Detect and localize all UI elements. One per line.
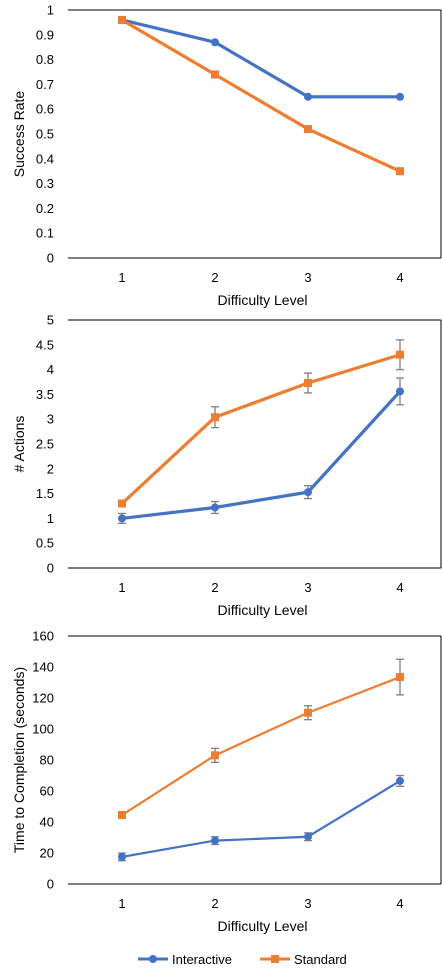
data-point-standard <box>118 811 126 820</box>
y-tick-label: 5 <box>47 313 54 328</box>
y-tick-label: 0.5 <box>36 127 54 142</box>
y-tick-label: 0.2 <box>36 201 54 216</box>
x-tick-label: 2 <box>211 270 218 285</box>
x-axis-label: Difficulty Level <box>217 918 307 934</box>
y-tick-label: 0.6 <box>36 102 54 117</box>
y-tick-label: 0 <box>47 877 54 892</box>
data-point-interactive <box>118 852 126 861</box>
y-tick-label: 3.5 <box>36 387 54 402</box>
x-axis-label: Difficulty Level <box>217 602 307 618</box>
series-interactive <box>118 774 404 862</box>
data-point-interactive <box>304 832 312 841</box>
y-axis-label: # Actions <box>11 416 27 473</box>
series-standard <box>118 658 404 820</box>
y-tick-label: 0.9 <box>36 27 54 42</box>
x-tick-label: 1 <box>118 270 125 285</box>
y-tick-label: 0.1 <box>36 226 54 241</box>
chart-1: 0 0.1 0.2 0.3 0.4 0.5 0.6 0.7 0.8 0.9 1 1 2 3 4 Difficu… <box>11 3 442 308</box>
x-tick-label: 4 <box>396 270 403 285</box>
y-tick-label: 160 <box>32 629 54 644</box>
data-point-interactive <box>304 92 312 101</box>
data-point-standard <box>396 673 404 682</box>
y-axis-label: Time to Completion (seconds) <box>11 667 27 853</box>
y-tick-label: 1 <box>47 511 54 526</box>
y-tick-label: 0.4 <box>36 151 54 166</box>
legend-interactive-label: Interactive <box>172 952 232 967</box>
y-tick-label: 2 <box>47 461 54 476</box>
data-point-standard <box>304 378 312 387</box>
y-tick-label: 4.5 <box>36 337 54 352</box>
y-tick-label: 1 <box>47 3 54 18</box>
x-tick-label: 4 <box>396 896 403 911</box>
charts: 0 0.1 0.2 0.3 0.4 0.5 0.6 0.7 0.8 0.9 1 1 2 3 4 Difficu… <box>11 3 442 934</box>
chart-2: 0 0.5 1 1.5 2 2.5 3 3.5 4 4.5 5 1 2 3 4 Difficulty Leve… <box>11 313 442 618</box>
y-tick-label: 3 <box>47 412 54 427</box>
series-line-interactive <box>120 389 402 521</box>
data-point-standard <box>211 751 219 760</box>
x-axis-label: Difficulty Level <box>217 292 307 308</box>
y-axis-label: Success Rate <box>11 91 27 178</box>
y-tick-label: 0 <box>47 251 54 266</box>
series-line-standard <box>120 18 402 173</box>
data-point-interactive <box>211 38 219 47</box>
y-tick-label: 0.8 <box>36 52 54 67</box>
legend-standard-marker <box>271 955 279 963</box>
x-tick-label: 2 <box>211 580 218 595</box>
series-standard <box>118 15 404 176</box>
y-tick-label: 140 <box>32 660 54 675</box>
data-point-interactive <box>396 92 404 101</box>
y-tick-label: 20 <box>40 846 54 861</box>
series-line-interactive <box>120 18 402 99</box>
y-tick-label: 100 <box>32 722 54 737</box>
y-tick-label: 0 <box>47 561 54 576</box>
data-point-interactive <box>118 514 126 523</box>
y-tick-label: 1.5 <box>36 486 54 501</box>
y-tick-label: 0.7 <box>36 77 54 92</box>
y-tick-label: 4 <box>47 362 54 377</box>
data-point-standard <box>304 125 312 134</box>
x-tick-label: 3 <box>304 580 311 595</box>
series-line-standard <box>120 675 402 817</box>
series-line-interactive <box>120 779 402 858</box>
series-line-standard <box>120 353 402 506</box>
data-point-interactive <box>211 503 219 512</box>
data-point-standard <box>211 413 219 422</box>
data-point-interactive <box>396 387 404 396</box>
data-point-interactive <box>211 836 219 845</box>
y-tick-label: 40 <box>40 815 54 830</box>
y-tick-label: 0.5 <box>36 536 54 551</box>
data-point-standard <box>118 15 126 24</box>
x-tick-label: 4 <box>396 580 403 595</box>
x-tick-label: 1 <box>118 580 125 595</box>
series-interactive <box>118 15 404 101</box>
x-tick-label: 3 <box>304 896 311 911</box>
x-tick-label: 2 <box>211 896 218 911</box>
y-tick-label: 2.5 <box>36 437 54 452</box>
legend-interactive-marker <box>149 955 157 963</box>
series-interactive <box>118 377 404 525</box>
y-tick-label: 80 <box>40 753 54 768</box>
y-tick-label: 120 <box>32 691 54 706</box>
x-tick-label: 3 <box>304 270 311 285</box>
series-standard <box>118 339 404 508</box>
y-tick-label: 60 <box>40 784 54 799</box>
data-point-standard <box>211 70 219 79</box>
data-point-interactive <box>396 776 404 785</box>
data-point-standard <box>396 167 404 176</box>
data-point-interactive <box>304 488 312 497</box>
legend-standard-label: Standard <box>294 952 347 967</box>
y-tick-label: 0.3 <box>36 176 54 191</box>
chart-3: 0 20 40 60 80 100 120 140 160 1 2 3 4 Difficulty Leve… <box>11 629 442 934</box>
data-point-standard <box>304 708 312 717</box>
legend: Interactive Standard <box>138 952 347 967</box>
x-tick-label: 1 <box>118 896 125 911</box>
data-point-standard <box>396 350 404 359</box>
data-point-standard <box>118 499 126 508</box>
